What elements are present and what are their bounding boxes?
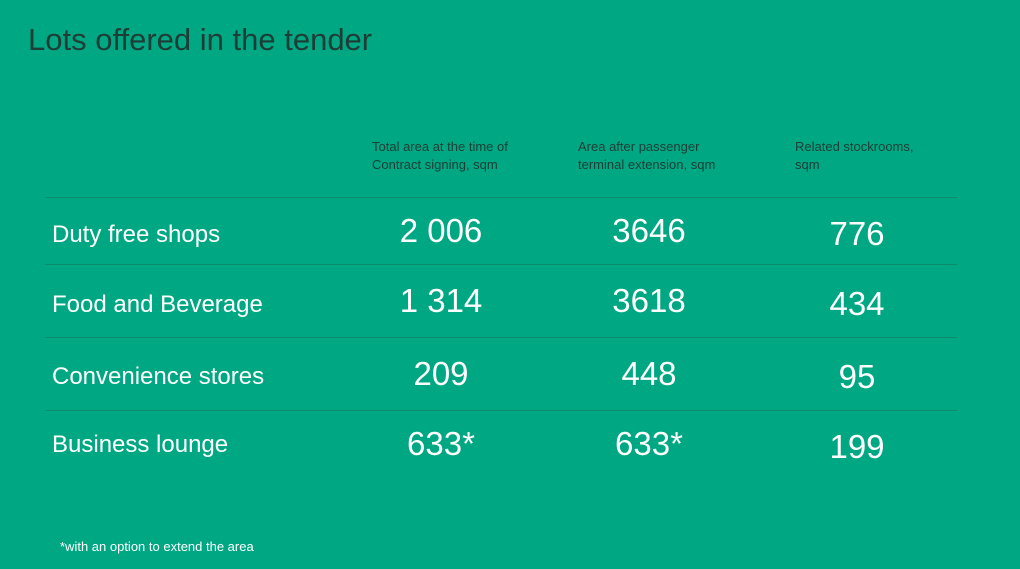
column-header: Area after passenger terminal extension,… (578, 139, 716, 172)
cell-value: 1 314 (399, 282, 483, 319)
row-divider (45, 337, 957, 338)
column-header: Related stockrooms, sqm (795, 139, 914, 172)
row-label: Convenience stores (52, 363, 265, 390)
cell-value: 209 (413, 355, 469, 392)
cell-value: 3618 (612, 282, 686, 319)
title: Lots offered in the tender (28, 22, 373, 57)
footnote: *with an option to extend the area (60, 539, 254, 554)
row-divider (45, 264, 957, 265)
cell-value: 95 (838, 358, 876, 395)
cell-value: 776 (829, 215, 885, 252)
column-header: Total area at the time of Contract signi… (372, 139, 508, 172)
row-label: Business lounge (52, 431, 229, 458)
cell-value: 199 (829, 428, 885, 465)
row-divider (45, 410, 957, 411)
cell-value: 3646 (612, 212, 686, 249)
row-label: Duty free shops (52, 221, 221, 248)
cell-value: 434 (829, 285, 885, 322)
cell-value: 2 006 (399, 212, 483, 249)
cell-value: 633* (407, 425, 475, 462)
cell-value: 448 (621, 355, 677, 392)
row-divider (45, 197, 957, 198)
row-label: Food and Beverage (52, 291, 263, 318)
cell-value: 633* (615, 425, 683, 462)
